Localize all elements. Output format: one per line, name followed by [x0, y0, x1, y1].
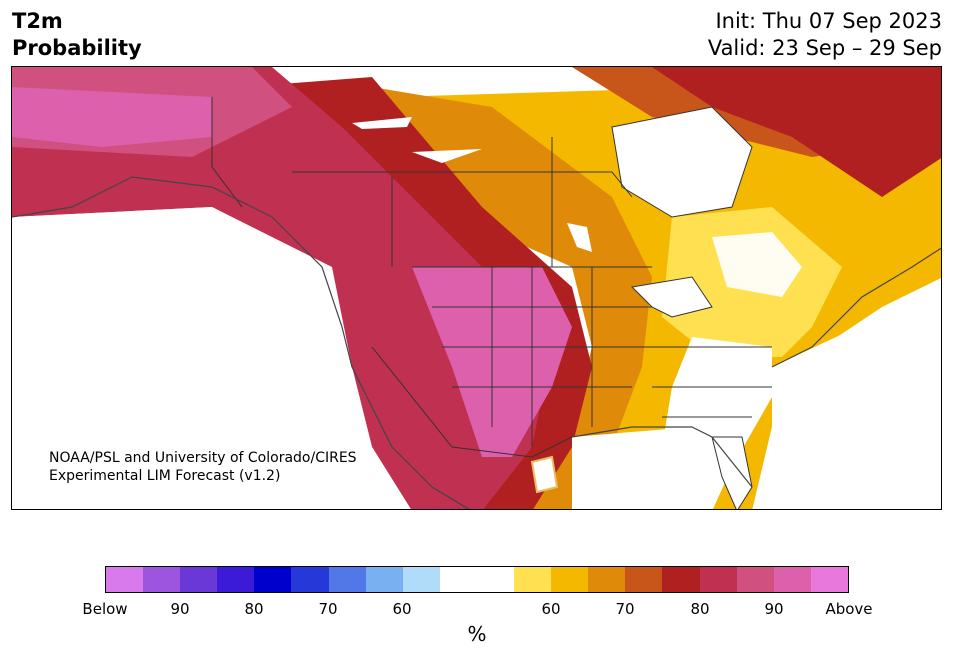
colorbar-swatch	[143, 567, 181, 592]
colorbar-swatch	[328, 567, 366, 592]
map-title: T2m Probability	[12, 8, 142, 62]
colorbar-swatch	[773, 567, 811, 592]
great-bear-lake	[412, 149, 482, 163]
political-borders	[211, 97, 772, 458]
init-date: Init: Thu 07 Sep 2023	[715, 9, 942, 33]
tick-below: Below	[82, 600, 128, 618]
title-variable: T2m	[12, 9, 63, 33]
colorbar-unit: %	[467, 622, 487, 646]
probability-map	[11, 66, 942, 510]
colorbar-swatch	[254, 567, 292, 592]
hudson-bay	[611, 106, 753, 218]
region-darkred-northeast	[652, 67, 941, 197]
colorbar-swatch	[625, 567, 663, 592]
forecast-dates: Init: Thu 07 Sep 2023 Valid: 23 Sep – 29…	[708, 8, 942, 62]
coastlines	[12, 176, 941, 509]
colorbar-swatch	[476, 567, 515, 592]
tick-below-90: 90	[170, 600, 190, 618]
colorbar-swatch	[736, 567, 774, 592]
great-slave-lake	[352, 117, 412, 129]
region-magenta-alaska	[12, 87, 212, 147]
colorbar-swatch	[439, 567, 477, 592]
tick-above-60: 60	[541, 600, 561, 618]
pacific-ocean	[12, 207, 411, 509]
colorbar-swatch	[588, 567, 626, 592]
region-mexico-white	[530, 455, 559, 494]
colorbar-swatch	[217, 567, 255, 592]
region-white-quebec	[712, 232, 802, 297]
colorbar-swatch	[662, 567, 700, 592]
credit-line-1: NOAA/PSL and University of Colorado/CIRE…	[49, 450, 357, 466]
tick-above: Above	[825, 600, 873, 618]
colorbar-swatch	[402, 567, 440, 592]
title-metric: Probability	[12, 36, 142, 60]
colorbar-swatch	[699, 567, 737, 592]
colorbar-swatch	[514, 567, 552, 592]
tick-below-80: 80	[244, 600, 264, 618]
colorbar-swatch	[365, 567, 403, 592]
florida	[711, 436, 753, 509]
colorbar-swatch	[291, 567, 329, 592]
credit-line-2: Experimental LIM Forecast (v1.2)	[49, 468, 281, 484]
gulf-of-mexico	[572, 427, 732, 509]
valid-range: Valid: 23 Sep – 29 Sep	[707, 36, 942, 60]
tick-above-80: 80	[690, 600, 710, 618]
atlantic-ocean	[752, 287, 941, 509]
colorbar-swatch	[106, 567, 144, 592]
tick-above-90: 90	[764, 600, 784, 618]
lake-winnipeg	[567, 223, 592, 252]
tick-above-70: 70	[615, 600, 635, 618]
tick-below-70: 70	[318, 600, 338, 618]
region-crimson	[12, 67, 552, 509]
colorbar-swatch	[810, 567, 848, 592]
colorbar	[105, 566, 849, 593]
map-canvas	[12, 67, 941, 509]
credit-text: NOAA/PSL and University of Colorado/CIRE…	[49, 449, 357, 485]
colorbar-swatch	[551, 567, 589, 592]
colorbar-swatch	[180, 567, 218, 592]
tick-below-60: 60	[392, 600, 412, 618]
